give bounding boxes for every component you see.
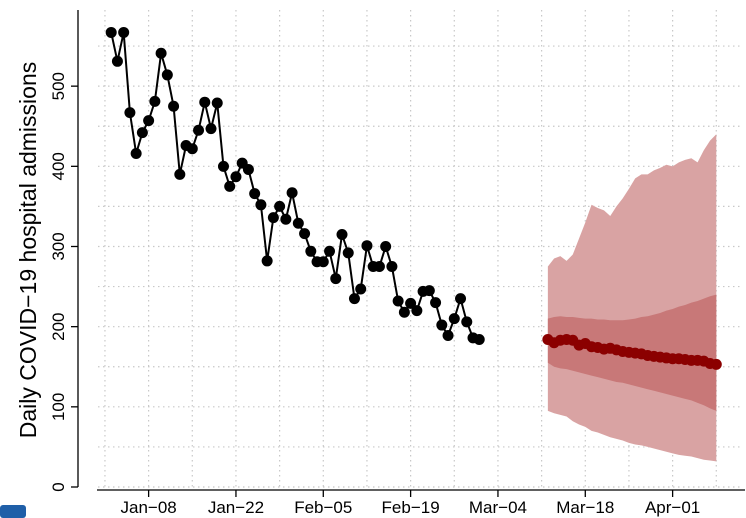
x-tick-label: Feb−19 xyxy=(382,498,440,517)
y-tick-label: 0 xyxy=(49,482,68,491)
data-point xyxy=(255,199,267,211)
x-tick-label: Feb−05 xyxy=(294,498,352,517)
x-tick-label: Jan−22 xyxy=(208,498,264,517)
data-point xyxy=(205,123,217,135)
y-axis-label: Daily COVID−19 hospital admissions xyxy=(15,62,41,438)
y-tick-label: 500 xyxy=(49,72,68,100)
data-point xyxy=(461,316,473,328)
data-point xyxy=(436,319,448,331)
data-point xyxy=(423,285,435,297)
data-point xyxy=(130,148,142,160)
data-point xyxy=(136,127,148,139)
x-tick-label: Mar−04 xyxy=(469,498,527,517)
data-point xyxy=(199,96,211,108)
y-tick-label: 300 xyxy=(49,232,68,260)
data-point xyxy=(143,115,155,127)
data-point xyxy=(292,217,304,229)
data-point xyxy=(299,228,311,240)
data-point xyxy=(286,187,298,199)
data-point xyxy=(373,261,385,273)
y-tick-label: 200 xyxy=(49,312,68,340)
data-point xyxy=(274,200,286,212)
data-point xyxy=(161,69,173,81)
data-point xyxy=(193,124,205,136)
x-tick-label: Mar−18 xyxy=(556,498,614,517)
x-tick-label: Apr−01 xyxy=(645,498,700,517)
data-point xyxy=(224,180,236,192)
y-tick-label: 100 xyxy=(49,393,68,421)
data-point xyxy=(280,213,292,225)
data-point xyxy=(330,273,342,285)
data-point xyxy=(105,26,117,38)
data-point xyxy=(317,256,329,268)
data-point xyxy=(124,107,136,119)
data-point xyxy=(242,164,254,176)
data-point xyxy=(118,26,130,38)
data-point xyxy=(342,247,354,259)
data-point xyxy=(448,313,460,325)
logo xyxy=(0,505,26,518)
data-point xyxy=(355,283,367,295)
x-tick-label: Jan−08 xyxy=(120,498,176,517)
data-point xyxy=(392,295,404,307)
data-point xyxy=(455,293,467,305)
y-tick-label: 400 xyxy=(49,152,68,180)
data-point xyxy=(230,171,242,183)
data-point xyxy=(168,100,180,112)
data-point xyxy=(398,306,410,318)
data-point xyxy=(324,245,336,257)
data-point xyxy=(336,228,348,240)
data-point xyxy=(473,333,485,345)
data-point xyxy=(710,358,722,370)
data-point xyxy=(211,97,223,109)
data-point xyxy=(411,305,423,317)
data-point xyxy=(261,255,273,267)
data-point xyxy=(405,297,417,309)
data-point xyxy=(430,297,442,309)
data-point xyxy=(217,160,229,172)
data-point xyxy=(174,168,186,180)
data-point xyxy=(155,47,167,59)
data-point xyxy=(305,245,317,257)
interval-band xyxy=(547,134,717,462)
data-point xyxy=(111,55,123,67)
data-point xyxy=(249,188,261,200)
data-point xyxy=(442,329,454,341)
data-point xyxy=(361,240,373,252)
data-point xyxy=(380,240,392,252)
data-point xyxy=(149,95,161,107)
data-point xyxy=(386,261,398,273)
data-point xyxy=(267,212,279,224)
data-point xyxy=(186,143,198,155)
data-point xyxy=(348,293,360,305)
